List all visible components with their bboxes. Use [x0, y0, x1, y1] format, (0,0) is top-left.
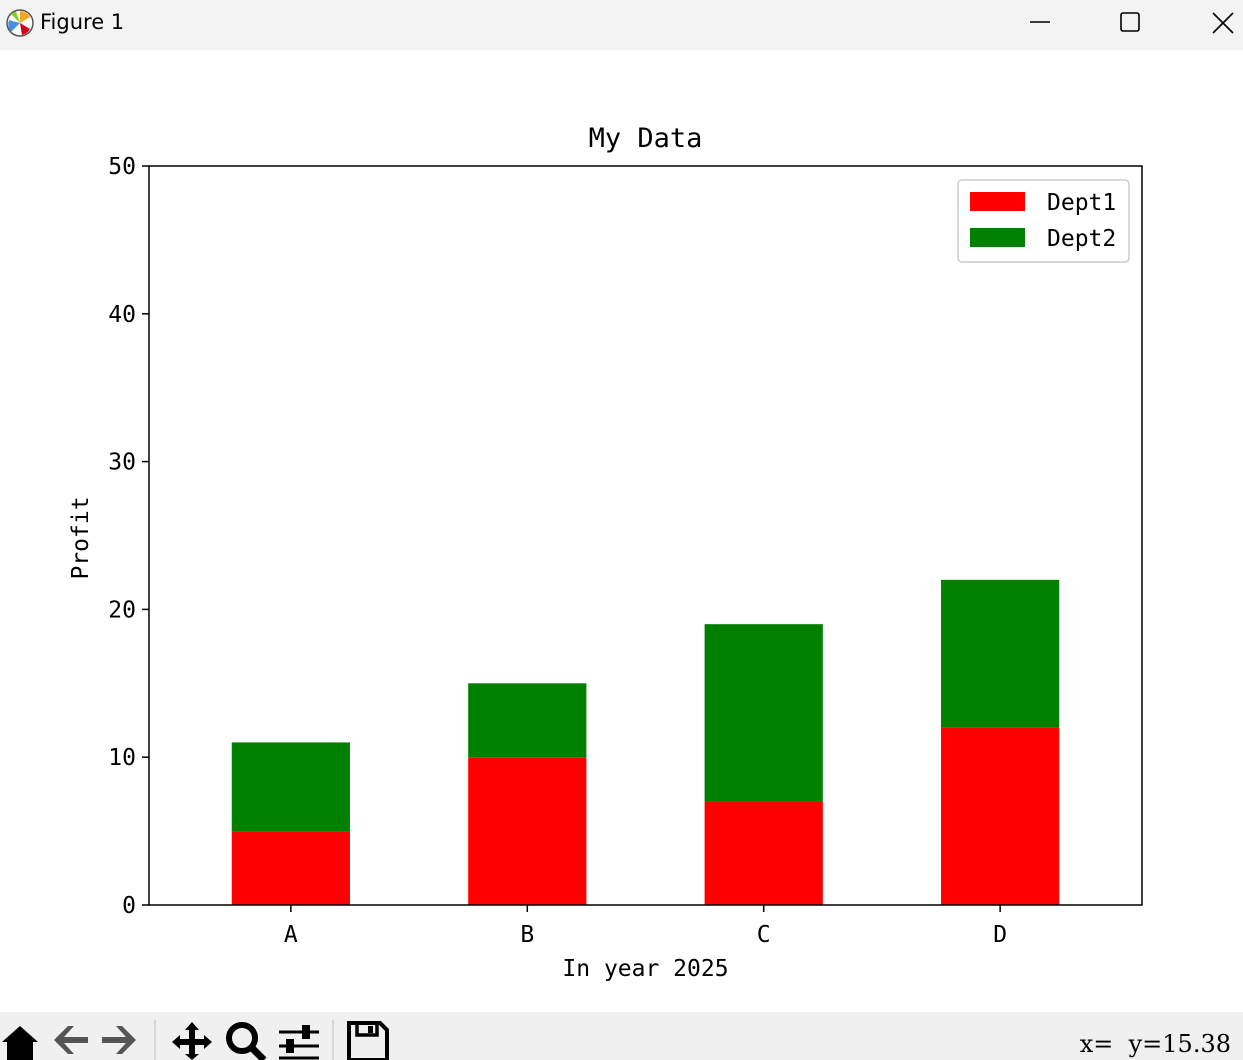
back-icon[interactable]: [50, 1020, 90, 1060]
maximize-button[interactable]: [1100, 0, 1160, 50]
zoom-icon[interactable]: [222, 1020, 270, 1060]
bar-dept2-d: [941, 579, 1060, 728]
configure-subplots-icon[interactable]: [276, 1020, 322, 1060]
minimize-icon: [1030, 21, 1050, 23]
bar-dept2-c: [704, 624, 823, 802]
toolbar-separator: [154, 1020, 156, 1060]
bar-dept1-b: [468, 757, 587, 905]
x-tick-label: D: [993, 922, 1007, 948]
chart-title: My Data: [589, 123, 703, 154]
bars-layer: [231, 579, 1060, 905]
bar-dept1-a: [231, 831, 350, 905]
y-tick-label: 10: [108, 745, 136, 771]
y-tick-label: 0: [122, 893, 136, 919]
maximize-icon: [1120, 12, 1140, 32]
x-tick-label: B: [520, 922, 534, 948]
home-icon[interactable]: [0, 1020, 40, 1060]
toolbar-separator: [332, 1020, 334, 1060]
forward-icon[interactable]: [100, 1020, 140, 1060]
pan-icon[interactable]: [168, 1020, 216, 1060]
legend-label-dept2: Dept2: [1047, 226, 1116, 252]
matplotlib-logo-icon: [6, 9, 34, 37]
x-tick-label: C: [757, 922, 771, 948]
y-axis-label: Profit: [68, 496, 94, 579]
legend: Dept1 Dept2: [957, 179, 1130, 263]
close-icon: [1212, 12, 1234, 34]
cursor-coordinates: x= y=15.38: [1079, 1030, 1231, 1058]
y-tick-label: 30: [108, 450, 136, 476]
navigation-toolbar: x= y=15.38: [0, 1012, 1243, 1060]
window-titlebar: Figure 1: [0, 0, 1243, 50]
bar-dept1-d: [941, 727, 1060, 905]
y-tick-label: 20: [108, 597, 136, 623]
figure-canvas[interactable]: 0 10 20 30 40 50 A B C D My Data In year 2025 Pr…: [0, 50, 1243, 1012]
bar-dept1-c: [704, 801, 823, 905]
bar-dept2-a: [231, 742, 350, 832]
legend-swatch-dept1: [970, 192, 1025, 211]
bar-dept2-b: [468, 683, 587, 758]
x-axis-label: In year 2025: [562, 956, 728, 982]
close-button[interactable]: [1193, 0, 1243, 50]
x-tick-label: A: [284, 922, 298, 948]
plot-frame: [148, 165, 1143, 906]
y-tick-label: 40: [108, 302, 136, 328]
save-icon[interactable]: [346, 1020, 390, 1060]
y-tick-label: 50: [108, 154, 136, 180]
legend-swatch-dept2: [970, 228, 1025, 247]
window-title: Figure 1: [40, 10, 125, 34]
legend-label-dept1: Dept1: [1047, 190, 1116, 216]
x-axis: A B C D: [284, 905, 1007, 948]
minimize-button[interactable]: [1010, 0, 1070, 50]
y-axis: 0 10 20 30 40 50: [108, 154, 149, 919]
stacked-bar-chart: 0 10 20 30 40 50 A B C D My Data In year 2025 Pr…: [68, 123, 1143, 982]
